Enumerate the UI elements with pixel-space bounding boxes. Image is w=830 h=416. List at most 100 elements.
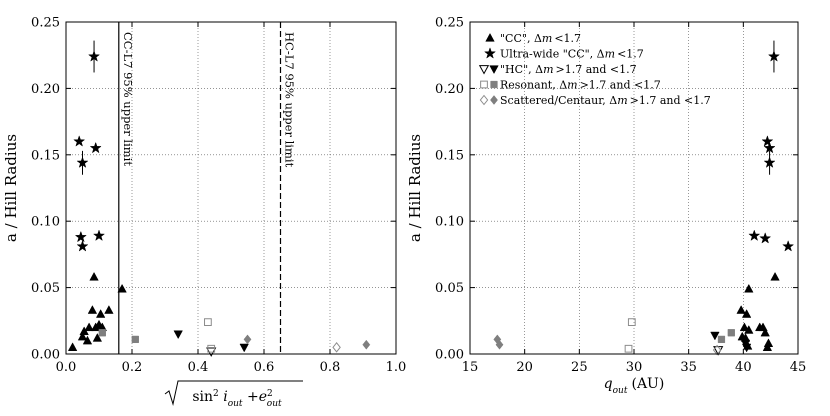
data-point-star: [76, 156, 89, 168]
data-point-square: [727, 329, 735, 337]
x-tick-label: 0.6: [254, 360, 275, 375]
legend-label-part: Δ: [535, 63, 543, 76]
left-panel: 0.0 0.2 0.4 0.6 0.8 1.0 0.00 0.05 0.10 0.15 0.20 0.…: [2, 16, 406, 410]
data-point-triangle-down: [740, 339, 751, 349]
y-tick-label: 0.10: [435, 215, 464, 230]
legend-label: "HC", Δm >1.7 and <1.7: [500, 63, 637, 76]
legend-label-part: <1.7: [554, 32, 581, 45]
legend-label-part: Resonant,: [500, 79, 559, 92]
data-point-star: [767, 50, 781, 62]
x-tick-label: 15: [462, 360, 479, 375]
x-axis-label-part: (AU): [631, 376, 664, 392]
data-point-star: [761, 135, 774, 147]
legend-marker: [480, 80, 488, 89]
data-point-triangle-up: [758, 322, 768, 332]
legend-label-part: Δ: [597, 48, 605, 61]
legend-label-part: m: [542, 32, 552, 45]
data-point-star: [759, 232, 772, 244]
data-point-triangle-up: [84, 322, 94, 332]
data-point-diamond: [362, 339, 371, 350]
reference-line-label: CC-L7 95% upper limit: [121, 32, 135, 166]
x-axis-label-part: 2: [213, 389, 219, 399]
x-tick-label: 20: [516, 360, 533, 375]
y-axis-label: a / Hill Radius: [2, 134, 20, 242]
right-panel: 15 20 25 30 35 40 45 0.00 0.05 0.10 0.15 0.20 0.25 a …: [406, 16, 806, 397]
x-tick-label: 25: [571, 360, 588, 375]
plot-frame: [469, 21, 799, 355]
data-point-triangle-up: [744, 283, 754, 293]
x-axis-label-part: i: [223, 389, 227, 405]
x-tick-label: 35: [680, 360, 697, 375]
x-axis-label-part: 2: [267, 389, 273, 399]
data-point-diamond: [332, 342, 341, 353]
data-point-triangle-up: [117, 283, 127, 293]
data-point-star: [748, 229, 761, 241]
x-tick-label: 0.8: [320, 360, 341, 375]
data-point-triangle-up: [739, 322, 750, 332]
legend-entry: "HC", Δm >1.7 and <1.7: [478, 63, 637, 76]
y-tick-label: 0.20: [31, 82, 60, 97]
x-axis-label-part: out: [267, 399, 282, 409]
x-tick-label: 30: [626, 360, 643, 375]
plot-frame: [65, 21, 397, 355]
data-point-triangle-up: [82, 335, 93, 345]
y-tick-label: 0.25: [31, 16, 60, 31]
legend-label-part: "CC",: [500, 32, 534, 45]
x-axis-label-part: q: [604, 376, 613, 392]
data-point-star: [89, 141, 102, 154]
data-point-star: [763, 156, 776, 168]
data-point-triangle-up: [104, 305, 114, 314]
legend-marker: [485, 32, 495, 42]
data-point-triangle-up: [95, 309, 106, 318]
y-tick-label: 0.05: [435, 281, 464, 296]
data-point-square: [717, 335, 726, 344]
data-point-triangle-up: [92, 333, 103, 342]
legend-label-part: >1.7 and <1.7: [580, 79, 661, 92]
data-point-diamond: [495, 339, 504, 350]
legend-label-part: >1.7 and <1.7: [630, 94, 711, 107]
reference-line-label: HC-L7 95% upper limit: [283, 32, 297, 168]
x-axis-label: sin2 iout +e2 out: [192, 389, 282, 409]
data-point-star: [76, 240, 89, 252]
y-tick-label: 0.00: [435, 348, 464, 363]
data-point-triangle-up: [67, 342, 78, 351]
data-point-star: [92, 229, 106, 241]
legend-label-part: Δ: [609, 94, 617, 107]
legend-entry: Scattered/Centaur, Δm >1.7 and <1.7: [479, 94, 711, 107]
legend-label-part: >1.7 and <1.7: [556, 63, 637, 76]
data-point-square: [131, 335, 139, 344]
x-tick-label: 1.0: [386, 360, 407, 375]
y-tick-label: 0.05: [31, 281, 60, 296]
data-point-diamond: [243, 334, 252, 345]
x-axis-label-part: out: [613, 386, 628, 396]
data-point-triangle-up: [87, 305, 98, 314]
y-tick-label: 0.10: [31, 215, 60, 230]
x-axis-radical: [164, 380, 303, 406]
y-axis-label: a / Hill Radius: [406, 134, 424, 242]
x-axis-label-part: +: [243, 389, 259, 405]
x-tick-label: 45: [790, 360, 807, 375]
legend-marker: [490, 80, 498, 89]
data-point-triangle-down: [173, 330, 183, 340]
data-point-square: [98, 329, 106, 337]
legend-label-part: m: [567, 79, 577, 92]
data-point-triangle-up: [89, 271, 99, 281]
legend-label: Resonant, Δm >1.7 and <1.7: [500, 79, 661, 92]
data-point-triangle-up: [770, 271, 780, 281]
x-tick-label: 40: [735, 360, 752, 375]
legend-label-part: "HC",: [500, 63, 535, 76]
x-axis-label-part: sin: [192, 389, 213, 405]
data-point-triangle-up: [744, 325, 754, 334]
legend-label-part: Scattered/Centaur,: [500, 94, 609, 107]
legend-marker: [479, 94, 489, 106]
y-tick-label: 0.20: [435, 82, 464, 97]
data-point-triangle-down: [710, 331, 720, 341]
legend-marker: [490, 95, 498, 105]
legend-label: Scattered/Centaur, Δm >1.7 and <1.7: [500, 94, 711, 107]
data-point-diamond: [712, 344, 722, 356]
data-point-star: [74, 230, 87, 243]
y-tick-label: 0.00: [31, 348, 60, 363]
legend-entry: Resonant, Δm >1.7 and <1.7: [480, 79, 661, 92]
